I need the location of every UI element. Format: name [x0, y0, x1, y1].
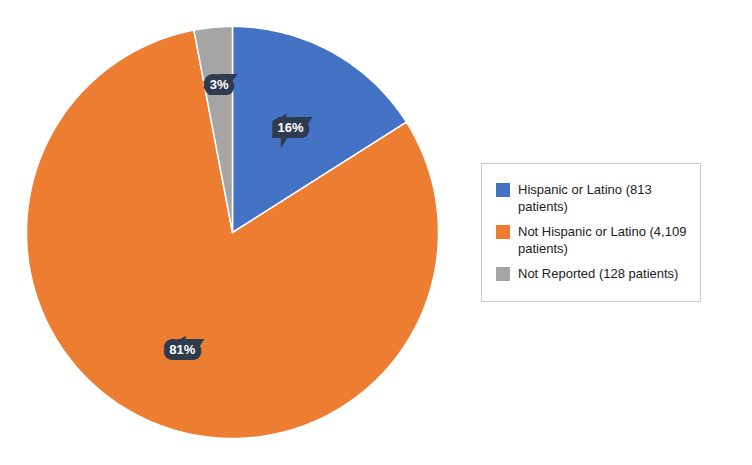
svg-text:81%: 81%: [169, 342, 195, 357]
svg-text:16%: 16%: [278, 120, 304, 135]
html-text:Not Hispanic or Latino (4,109: Not Hispanic or Latino (4,109 patients): [518, 224, 687, 256]
svg-text:3%: 3%: [210, 77, 229, 92]
html-text:Hispanic or Latino (813 patien: Hispanic or Latino (813 patients): [518, 182, 652, 215]
html-text:Not Reported (128 patients): Not Reported (128 patients): [518, 265, 679, 281]
